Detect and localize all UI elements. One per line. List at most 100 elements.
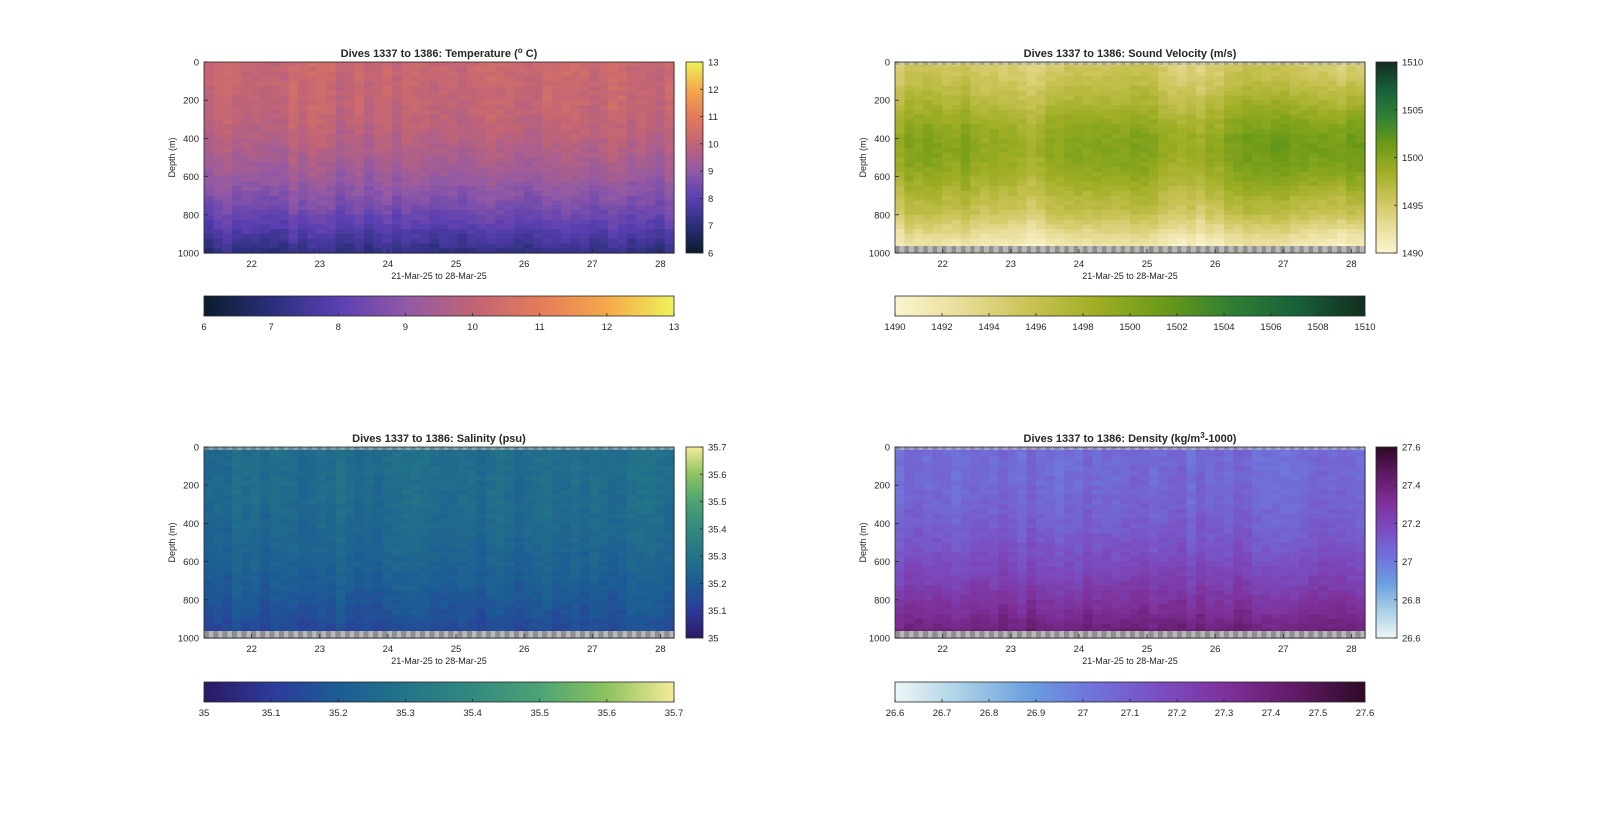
colorbar-tick-label: 35.4 (708, 524, 727, 535)
colorbar-tick-label: 35 (708, 634, 719, 645)
chart-title: Dives 1337 to 1386: Salinity (psu) (352, 433, 526, 445)
y-tick-label: 1000 (178, 249, 199, 260)
x-tick-label: 26 (519, 644, 530, 655)
x-axis-label: 21-Mar-25 to 28-Mar-25 (1082, 271, 1178, 281)
x-tick-label: 24 (1074, 259, 1085, 270)
heatmap-cells (204, 62, 675, 254)
h-colorbar-tick-label: 26.8 (980, 708, 999, 719)
colorbar-tick-label: 1490 (1402, 249, 1423, 260)
h-colorbar-tick-label: 8 (336, 322, 341, 333)
y-tick-label: 400 (874, 134, 890, 145)
x-tick-label: 26 (519, 259, 530, 270)
h-colorbar-tick-label: 1490 (884, 322, 905, 333)
chart-panel-4: Dives 1337 to 1386: Density (kg/m3-1000)… (858, 431, 1421, 719)
colorbar-tick-label: 1500 (1402, 153, 1423, 164)
h-colorbar-tick-label: 35.2 (329, 708, 348, 719)
colorbar-tick-label: 27.2 (1402, 519, 1421, 530)
h-colorbar-tick-label: 35.1 (262, 708, 281, 719)
x-tick-label: 22 (246, 259, 257, 270)
x-tick-label: 28 (1346, 259, 1357, 270)
x-tick-label: 28 (655, 644, 666, 655)
axes-frame (203, 446, 675, 639)
h-colorbar-tick-label: 9 (403, 322, 408, 333)
heatmap-cells (895, 447, 1366, 639)
y-tick-label: 600 (183, 172, 199, 183)
colorbar-vertical (685, 61, 704, 254)
h-colorbar-tick-label: 7 (268, 322, 273, 333)
h-colorbar-tick-label: 1498 (1072, 322, 1093, 333)
x-axis-label: 21-Mar-25 to 28-Mar-25 (1082, 656, 1178, 666)
colorbar-horizontal (203, 295, 675, 317)
h-colorbar-tick-label: 35.4 (463, 708, 482, 719)
y-tick-label: 600 (874, 557, 890, 568)
h-colorbar-tick-label: 35.7 (665, 708, 684, 719)
y-tick-label: 200 (874, 96, 890, 107)
h-colorbar-tick-label: 35.3 (396, 708, 415, 719)
colorbar-tick-label: 26.8 (1402, 595, 1421, 606)
h-colorbar-tick-label: 27.5 (1309, 708, 1328, 719)
h-colorbar-tick-label: 35.6 (598, 708, 617, 719)
heatmap-cells (204, 447, 675, 639)
x-tick-label: 24 (1074, 644, 1085, 655)
h-colorbar-tick-label: 6 (201, 322, 206, 333)
h-colorbar-tick-label: 1506 (1260, 322, 1281, 333)
colorbar-tick-label: 1505 (1402, 105, 1423, 116)
x-tick-label: 24 (383, 259, 394, 270)
h-colorbar-tick-label: 1502 (1166, 322, 1187, 333)
h-colorbar-tick-label: 1496 (1025, 322, 1046, 333)
h-colorbar-tick-label: 27.2 (1168, 708, 1187, 719)
h-colorbar-tick-label: 1508 (1307, 322, 1328, 333)
x-tick-label: 27 (1278, 644, 1289, 655)
h-colorbar-tick-label: 12 (602, 322, 613, 333)
y-axis-label: Depth (m) (858, 522, 868, 562)
y-tick-label: 400 (183, 519, 199, 530)
colorbar-tick-label: 35.7 (708, 443, 727, 454)
h-colorbar-tick-label: 1504 (1213, 322, 1234, 333)
colorbar-tick-label: 12 (708, 85, 719, 96)
x-tick-label: 23 (315, 259, 326, 270)
x-tick-label: 25 (1142, 259, 1153, 270)
y-tick-label: 0 (885, 443, 890, 454)
y-tick-label: 800 (874, 210, 890, 221)
axes-frame (894, 446, 1366, 639)
y-tick-label: 600 (183, 557, 199, 568)
x-tick-label: 25 (1142, 644, 1153, 655)
h-colorbar-tick-label: 26.6 (886, 708, 905, 719)
h-colorbar-tick-label: 10 (467, 322, 478, 333)
chart-panel-3: Dives 1337 to 1386: Salinity (psu) 0 200 40… (167, 433, 727, 719)
y-tick-label: 0 (194, 443, 199, 454)
y-tick-label: 200 (183, 481, 199, 492)
y-tick-label: 1000 (869, 249, 890, 260)
h-colorbar-tick-label: 1500 (1119, 322, 1140, 333)
colorbar-vertical (1375, 61, 1398, 254)
h-colorbar-tick-label: 1494 (978, 322, 999, 333)
x-tick-label: 23 (1006, 644, 1017, 655)
colorbar-tick-label: 27.4 (1402, 481, 1421, 492)
y-tick-label: 200 (874, 481, 890, 492)
x-tick-label: 28 (1346, 644, 1357, 655)
y-tick-label: 400 (874, 519, 890, 530)
colorbar-tick-label: 27.6 (1402, 443, 1421, 454)
y-tick-label: 1000 (869, 634, 890, 645)
x-tick-label: 26 (1210, 259, 1221, 270)
x-tick-label: 26 (1210, 644, 1221, 655)
h-colorbar-tick-label: 27.4 (1262, 708, 1281, 719)
colorbar-tick-label: 6 (708, 249, 713, 260)
y-axis-label: Depth (m) (167, 137, 177, 177)
colorbar-tick-label: 9 (708, 167, 713, 178)
x-tick-label: 22 (937, 644, 948, 655)
x-tick-label: 23 (1006, 259, 1017, 270)
colorbar-tick-label: 26.6 (1402, 634, 1421, 645)
x-tick-label: 25 (451, 259, 462, 270)
chart-title: Dives 1337 to 1386: Density (kg/m3-1000) (1024, 431, 1237, 445)
chart-panel-2: Dives 1337 to 1386: Sound Velocity (m/s)… (858, 48, 1423, 333)
y-tick-label: 1000 (178, 634, 199, 645)
x-tick-label: 27 (587, 259, 598, 270)
h-colorbar-tick-label: 35.5 (530, 708, 549, 719)
colorbar-tick-label: 11 (708, 112, 718, 123)
x-tick-label: 22 (246, 644, 257, 655)
colorbar-tick-label: 27 (1402, 557, 1413, 568)
x-axis-label: 21-Mar-25 to 28-Mar-25 (391, 656, 487, 666)
colorbar-horizontal (203, 681, 675, 703)
